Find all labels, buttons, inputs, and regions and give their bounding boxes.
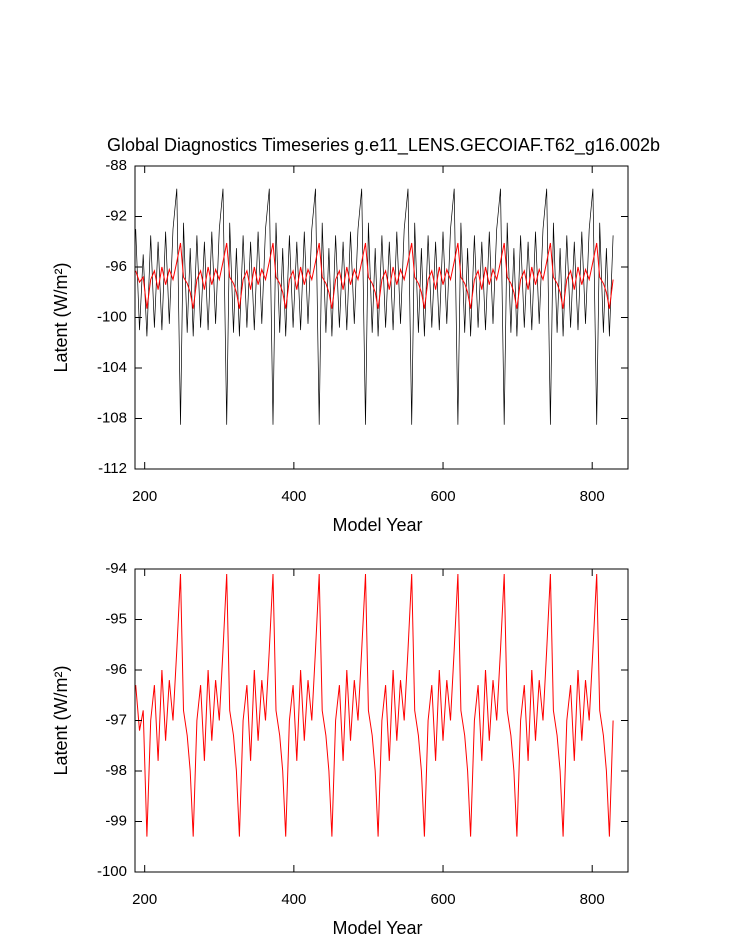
x-tick-label: 200 (132, 488, 157, 505)
y-tick-label: -88 (105, 157, 127, 174)
y-tick-label: -104 (97, 359, 127, 376)
chart-title: Global Diagnostics Timeseries g.e11_LENS… (107, 135, 660, 156)
y-tick-label: -97 (105, 711, 127, 728)
x-axis-label: Model Year (332, 515, 422, 535)
y-tick-label: -96 (105, 258, 127, 275)
y-tick-label: -112 (98, 460, 127, 477)
y-axis-label: Latent (W/m²) (51, 262, 71, 372)
y-tick-label: -96 (105, 661, 127, 678)
series-line (135, 188, 614, 425)
y-tick-label: -100 (97, 308, 127, 325)
y-tick-label: -100 (97, 863, 127, 880)
x-tick-label: 800 (580, 891, 605, 908)
x-tick-label: 600 (431, 891, 456, 908)
x-tick-label: 400 (281, 488, 306, 505)
x-tick-label: 800 (580, 488, 605, 505)
x-tick-label: 400 (281, 891, 306, 908)
series-line (135, 242, 614, 309)
y-tick-label: -99 (105, 812, 127, 829)
y-axis-label: Latent (W/m²) (51, 665, 71, 775)
series-line (135, 573, 614, 837)
y-tick-label: -95 (105, 610, 127, 627)
y-tick-label: -98 (105, 762, 127, 779)
plot-frame (134, 165, 629, 470)
x-axis-label: Model Year (332, 918, 422, 938)
x-tick-label: 200 (132, 891, 157, 908)
y-tick-label: -108 (97, 409, 127, 426)
y-tick-label: -94 (105, 560, 127, 577)
x-tick-label: 600 (431, 488, 456, 505)
y-tick-label: -92 (105, 207, 127, 224)
